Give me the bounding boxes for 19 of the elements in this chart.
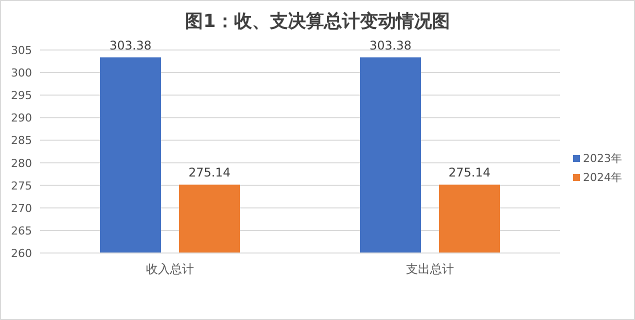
y-tick-label: 305 xyxy=(11,44,32,57)
y-tick-label: 295 xyxy=(11,89,32,102)
data-label: 275.14 xyxy=(188,166,230,180)
y-tick-label: 280 xyxy=(11,156,32,170)
y-tick-label: 290 xyxy=(11,112,32,125)
data-label: 303.38 xyxy=(110,38,152,52)
y-tick-label: 270 xyxy=(11,202,32,215)
chart-title: 图1：收、支决算总计变动情况图 xyxy=(185,11,450,32)
y-tick-label: 285 xyxy=(11,134,32,148)
data-label: 275.14 xyxy=(448,166,490,180)
y-tick-label: 265 xyxy=(11,224,32,238)
x-tick-label: 收入总计 xyxy=(146,262,194,276)
y-tick-label: 260 xyxy=(11,247,32,260)
legend-label: 2023年 xyxy=(583,152,622,165)
data-label: 303.38 xyxy=(370,38,412,52)
x-tick-label: 支出总计 xyxy=(406,262,454,276)
y-tick-label: 275 xyxy=(11,179,32,192)
y-tick-label: 300 xyxy=(11,66,32,80)
legend-label: 2024年 xyxy=(583,171,622,184)
